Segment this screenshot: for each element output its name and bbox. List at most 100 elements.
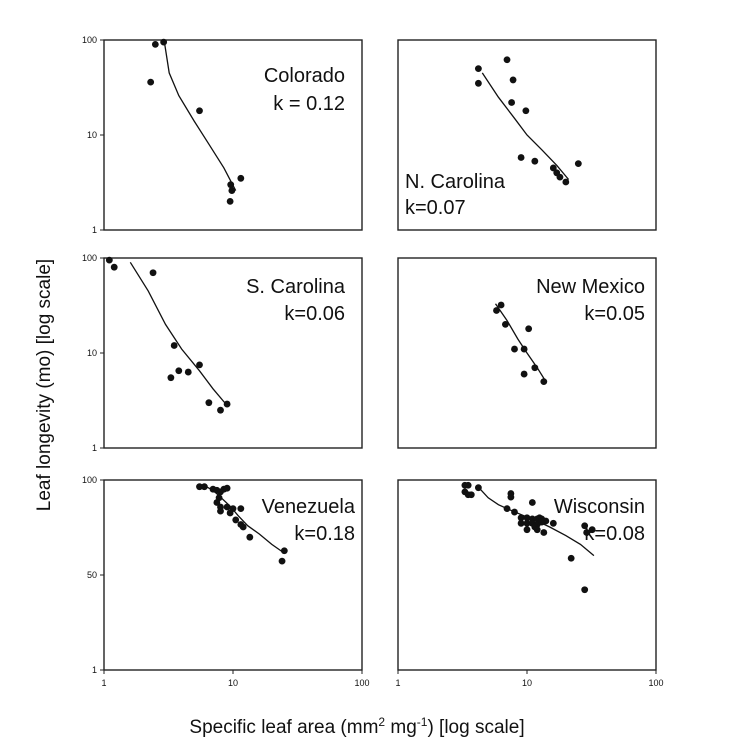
panel-title: Colorado — [264, 65, 345, 87]
data-point — [237, 505, 245, 512]
data-point — [217, 507, 224, 515]
x-tick-label: 10 — [228, 678, 238, 688]
data-point — [556, 173, 564, 181]
data-point — [280, 547, 288, 555]
y-tick-label: 1 — [92, 225, 97, 235]
data-point — [520, 345, 528, 353]
panel-k-value: k=0.06 — [284, 303, 345, 325]
x-tick-label: 100 — [648, 678, 663, 688]
data-point — [523, 526, 531, 534]
panel-title: N. Carolina — [405, 171, 506, 193]
data-point — [200, 483, 208, 491]
data-point — [574, 160, 582, 167]
data-point — [464, 481, 472, 489]
panel-frame — [397, 257, 657, 449]
data-point — [523, 519, 531, 527]
data-point — [223, 484, 231, 492]
data-point — [196, 107, 203, 115]
data-point — [151, 40, 159, 48]
data-point — [239, 523, 247, 531]
data-point — [531, 157, 539, 165]
data-point — [522, 107, 530, 115]
panels-group: 100 10 1 Colorado k = 0.12 N. Carolina k=0.07 1… — [82, 35, 664, 688]
panel-5: 1 10 100 Wisconsin k=0.08 — [395, 479, 664, 688]
panel-2: 100 10 1 S. Carolina k=0.06 — [82, 253, 363, 453]
data-point — [581, 522, 589, 530]
data-point — [226, 509, 234, 517]
data-point — [246, 533, 254, 541]
data-point — [540, 529, 548, 536]
panel-frame — [397, 39, 657, 231]
data-point — [175, 367, 183, 375]
data-point — [474, 65, 482, 72]
data-point — [562, 178, 570, 186]
x-axis-title-part: ) [log scale] — [427, 717, 524, 738]
data-point — [147, 78, 155, 86]
data-point — [217, 406, 224, 414]
data-point — [196, 483, 203, 491]
data-point — [588, 526, 596, 534]
panel-1: N. Carolina k=0.07 — [397, 39, 657, 231]
data-point — [517, 514, 525, 522]
data-point — [538, 518, 546, 526]
data-point — [567, 554, 575, 562]
data-point — [523, 514, 531, 522]
y-tick-label: 10 — [87, 348, 97, 358]
x-tick-label: 1 — [101, 678, 106, 688]
data-point — [493, 307, 500, 314]
data-point — [533, 526, 541, 534]
x-tick-label: 10 — [522, 678, 532, 688]
panel-title: Venezuela — [262, 496, 356, 518]
data-point — [232, 516, 240, 524]
data-point — [110, 263, 118, 271]
data-point — [503, 505, 511, 512]
x-axis-title-part: mg — [385, 717, 417, 738]
data-point — [531, 364, 539, 372]
data-point — [160, 38, 168, 46]
data-point — [520, 370, 528, 378]
panel-title: New Mexico — [536, 276, 645, 298]
data-point — [149, 269, 157, 277]
data-point — [223, 400, 231, 408]
y-tick-label: 100 — [82, 475, 97, 485]
fit-curve — [494, 303, 547, 382]
data-point — [503, 56, 511, 64]
data-point — [501, 321, 509, 328]
panel-k-value: k=0.18 — [294, 523, 355, 545]
panel-k-value: k=0.07 — [405, 197, 466, 219]
data-point — [474, 79, 482, 87]
x-axis-title-part: Specific leaf area (mm — [189, 717, 378, 738]
data-point — [583, 529, 591, 536]
fit-curve — [481, 72, 570, 180]
data-point — [170, 342, 178, 349]
y-tick-label: 10 — [87, 130, 97, 140]
data-point — [540, 378, 548, 385]
panel-3: New Mexico k=0.05 — [397, 257, 657, 449]
y-tick-label: 100 — [82, 35, 97, 45]
x-axis-title-sup: 2 — [378, 715, 385, 729]
data-point — [508, 99, 516, 106]
data-point — [184, 368, 192, 376]
x-axis-title: Specific leaf area (mm2 mg-1) [log scale… — [189, 715, 524, 738]
data-point — [511, 345, 518, 353]
panel-title: S. Carolina — [246, 276, 346, 298]
fit-curve — [163, 43, 237, 191]
data-point — [507, 493, 515, 501]
data-point — [474, 484, 482, 492]
panel-k-value: k=0.05 — [584, 303, 645, 325]
data-point — [509, 76, 517, 84]
x-axis-title-sup: -1 — [417, 715, 428, 729]
panel-k-value: k=0.08 — [584, 523, 645, 545]
fit-curve — [129, 261, 228, 406]
data-point — [497, 301, 505, 309]
data-point — [525, 325, 533, 333]
data-point — [549, 164, 557, 172]
y-axis-title: Leaf longevity (mo) [log scale] — [34, 259, 55, 511]
data-point — [517, 519, 525, 527]
data-point — [196, 361, 203, 369]
y-tick-label: 100 — [82, 253, 97, 263]
data-point — [228, 187, 236, 194]
data-point — [226, 198, 234, 205]
panel-0: 100 10 1 Colorado k = 0.12 — [82, 35, 363, 235]
